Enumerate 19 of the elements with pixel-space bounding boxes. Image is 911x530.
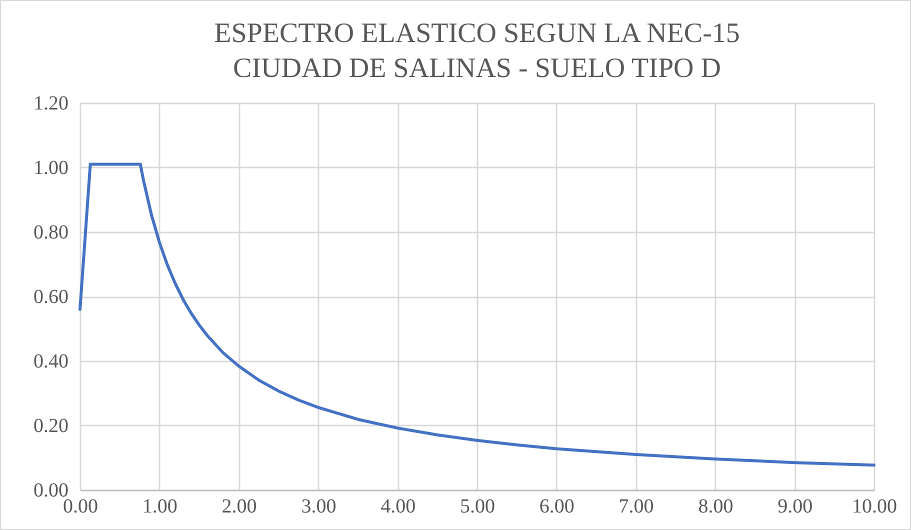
chart-title: ESPECTRO ELASTICO SEGUN LA NEC-15 CIUDAD DE SALINAS - SUELO TIPO D (214, 18, 740, 84)
y-tick-label: 0.20 (34, 415, 68, 437)
x-tick-label: 1.00 (142, 496, 178, 518)
y-tick-label: 0.40 (34, 350, 68, 372)
x-tick-label: 2.00 (222, 496, 257, 518)
y-tick-label: 0.80 (34, 222, 68, 244)
x-tick-label: 4.00 (380, 496, 416, 518)
x-tick-label: 5.00 (460, 496, 495, 518)
x-tick-label: 6.00 (539, 496, 574, 518)
x-tick-label: 10.00 (852, 496, 897, 518)
x-tick-label: 0.00 (63, 496, 98, 518)
x-tick-label: 9.00 (778, 496, 813, 518)
line-series (78, 162, 876, 467)
x-tick-label: 7.00 (618, 496, 654, 518)
y-tick-label: 0.60 (34, 286, 68, 308)
x-tick-label: 3.00 (301, 496, 336, 518)
y-tick-label: 1.00 (34, 157, 68, 179)
y-tick-label: 1.20 (34, 92, 68, 114)
x-tick-label: 8.00 (698, 496, 734, 518)
